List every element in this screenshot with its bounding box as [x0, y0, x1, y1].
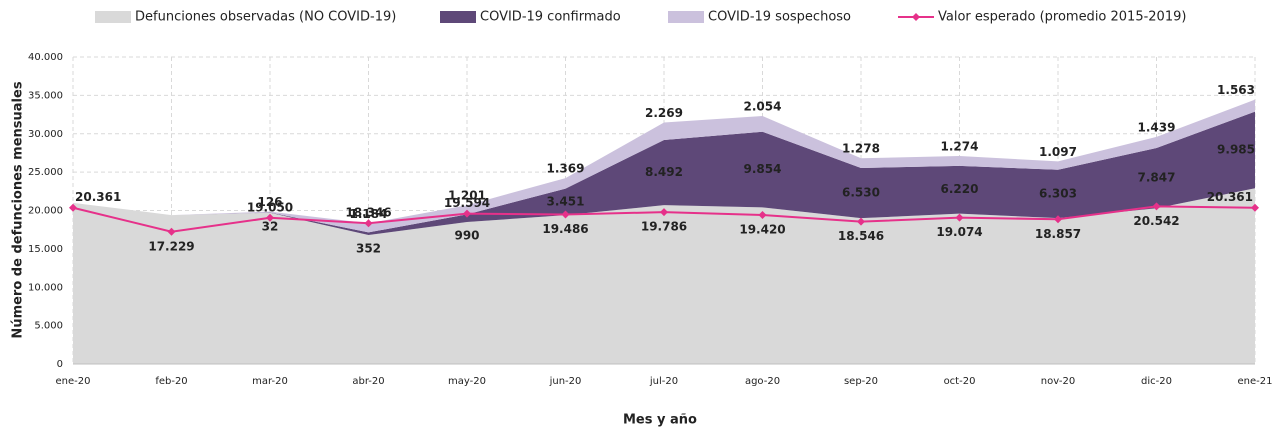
data-label: 126 — [257, 195, 282, 209]
legend-swatch — [95, 11, 131, 23]
x-tick-label: ago-20 — [745, 376, 780, 387]
legend-label: Valor esperado (promedio 2015-2019) — [938, 10, 1186, 25]
data-label: 18.346 — [345, 206, 391, 220]
data-label: 1.201 — [448, 189, 486, 203]
data-label: 2.269 — [645, 106, 683, 120]
data-label: 6.303 — [1039, 186, 1077, 200]
marker — [1251, 203, 1259, 212]
data-label: 20.542 — [1133, 214, 1179, 228]
x-tick-label: feb-20 — [155, 376, 187, 387]
y-tick-label: 5.000 — [34, 321, 63, 332]
data-label: 18.857 — [1035, 227, 1081, 241]
data-label: 19.786 — [641, 220, 687, 234]
x-tick-label: jul-20 — [649, 376, 678, 387]
marker — [1152, 202, 1161, 211]
marker — [463, 209, 471, 218]
marker — [561, 210, 570, 219]
data-label: 32 — [262, 219, 279, 233]
x-tick-label: ene-21 — [1238, 376, 1272, 387]
x-tick-label: dic-20 — [1141, 376, 1172, 387]
legend-label: Defunciones observadas (NO COVID-19) — [135, 10, 396, 25]
legend-marker — [912, 13, 920, 21]
data-label: 17.229 — [148, 239, 194, 253]
data-label: 20.361 — [1207, 190, 1253, 204]
data-label: 9.854 — [744, 162, 782, 176]
data-label: 19.050 — [247, 200, 293, 214]
data-label: 19.594 — [444, 196, 490, 210]
marker — [1054, 215, 1062, 224]
y-tick-label: 30.000 — [28, 129, 63, 140]
area — [73, 111, 1255, 236]
y-tick-label: 10.000 — [28, 282, 63, 293]
marker — [857, 217, 865, 226]
legend-label: COVID-19 sospechoso — [708, 10, 851, 25]
data-label: 6.220 — [941, 182, 979, 196]
x-tick-label: nov-20 — [1041, 376, 1075, 387]
data-label: 1.278 — [842, 142, 880, 156]
x-tick-label: sep-20 — [844, 376, 878, 387]
marker — [364, 219, 373, 228]
data-label: 18.546 — [838, 229, 884, 243]
data-label: 1.274 — [941, 140, 979, 154]
x-tick-label: jun-20 — [549, 376, 582, 387]
marker — [660, 208, 668, 217]
data-label: 19.074 — [936, 225, 982, 239]
area — [73, 188, 1255, 364]
data-label: 2.054 — [744, 100, 782, 114]
y-tick-label: 35.000 — [28, 90, 63, 101]
marker — [69, 203, 77, 212]
marker — [167, 227, 176, 236]
data-label: 990 — [454, 229, 479, 243]
data-label: 1.369 — [547, 162, 585, 176]
marker — [758, 210, 767, 219]
y-tick-label: 40.000 — [28, 52, 63, 63]
data-label: 20.361 — [75, 190, 121, 204]
y-tick-label: 25.000 — [28, 167, 63, 178]
data-label: 7.847 — [1138, 171, 1176, 185]
x-tick-label: ene-20 — [56, 376, 91, 387]
y-tick-label: 15.000 — [28, 244, 63, 255]
data-label: 1.563 — [1217, 83, 1255, 97]
data-label: 1.439 — [1138, 120, 1176, 134]
data-label: 8.492 — [645, 165, 683, 179]
x-axis-title: Mes y año — [623, 413, 697, 428]
data-label: 1.097 — [1039, 145, 1077, 159]
y-tick-label: 20.000 — [28, 206, 63, 217]
data-label: 6.530 — [842, 186, 880, 200]
legend-swatch — [440, 11, 476, 23]
x-tick-label: abr-20 — [352, 376, 384, 387]
marker — [955, 213, 964, 222]
legend-label: COVID-19 confirmado — [480, 10, 621, 25]
data-label: 3.451 — [547, 194, 585, 208]
legend-swatch — [668, 11, 704, 23]
data-label: 19.486 — [542, 222, 588, 236]
data-label: 9.985 — [1217, 142, 1255, 156]
data-label: 352 — [356, 242, 381, 256]
marker — [266, 213, 274, 222]
y-tick-label: 0 — [57, 359, 63, 370]
data-label: 19.420 — [739, 222, 785, 236]
data-label: 1.184 — [350, 207, 388, 221]
legend: Defunciones observadas (NO COVID-19) COVI… — [95, 10, 1186, 25]
x-tick-label: oct-20 — [944, 376, 976, 387]
x-tick-label: mar-20 — [252, 376, 288, 387]
x-tick-label: may-20 — [448, 376, 486, 387]
y-axis-title: Número de defunciones mensuales — [11, 81, 26, 338]
area — [73, 99, 1255, 233]
